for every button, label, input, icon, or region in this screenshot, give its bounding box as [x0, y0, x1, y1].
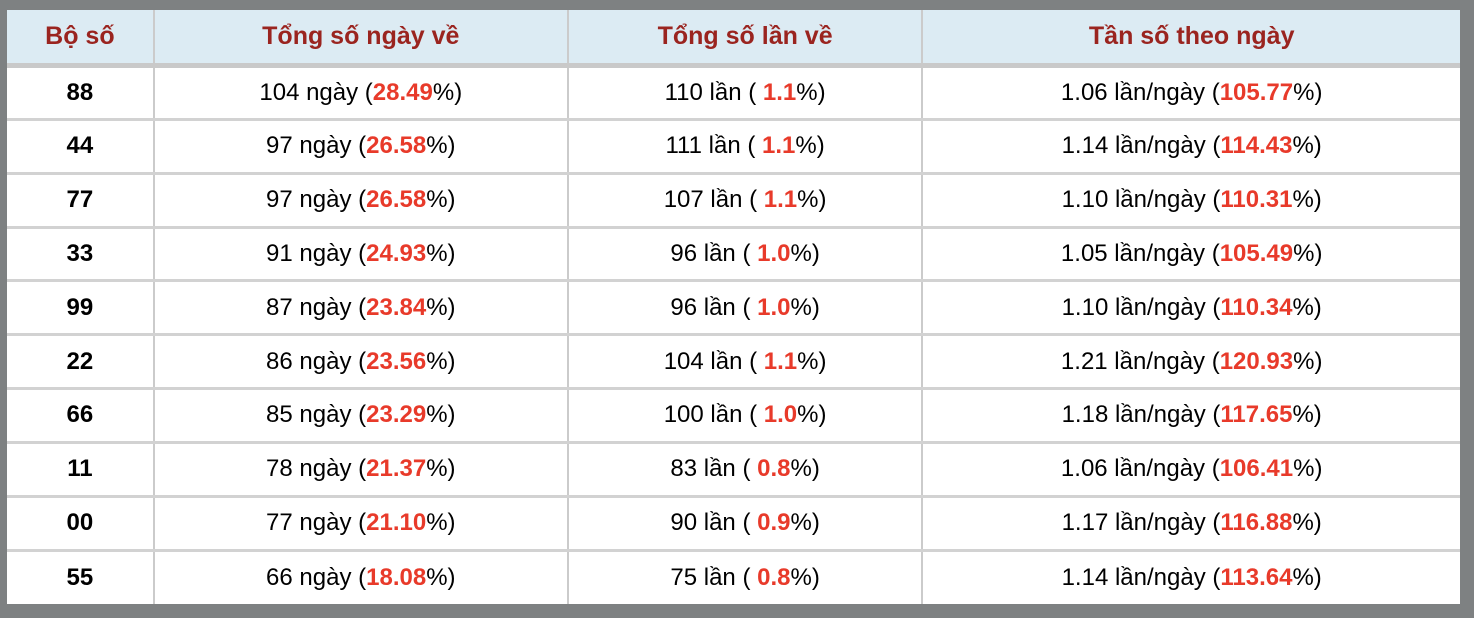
pair-cell: 99 [7, 279, 154, 335]
table-row: 88 104 ngày (28.49%) 110 lần ( 1.1%) 1.06 l… [7, 65, 1460, 120]
times-cell: 96 lần ( 1.0%) [566, 279, 923, 335]
pair-cell: 44 [7, 117, 154, 174]
days-cell: 97 ngày (26.58%) [152, 171, 568, 228]
freq-cell: 1.05 lần/ngày (105.49%) [921, 225, 1460, 281]
highlight-value: 26.58 [366, 132, 427, 160]
table-body: 88 104 ngày (28.49%) 110 lần ( 1.1%) 1.06 l… [7, 65, 1460, 604]
table-row: 22 86 ngày (23.56%) 104 lần ( 1.1%) 1.21 lầ… [7, 333, 1460, 389]
days-cell: 86 ngày (23.56%) [152, 333, 568, 389]
times-cell: 96 lần ( 1.0%) [566, 225, 923, 281]
pair-cell: 55 [7, 548, 154, 604]
pair-cell: 33 [7, 225, 154, 281]
highlight-value: 28.49 [372, 78, 433, 106]
days-cell: 77 ngày (21.10%) [152, 494, 568, 551]
highlight-value: 26.58 [366, 186, 427, 214]
highlight-value: 1.0 [763, 401, 798, 429]
header-tong-so-lan-ve: Tổng số lần về [566, 10, 923, 68]
times-cell: 104 lần ( 1.1%) [566, 333, 923, 389]
days-cell: 91 ngày (24.93%) [152, 225, 568, 281]
times-cell: 110 lần ( 1.1%) [566, 65, 923, 120]
highlight-value: 1.0 [757, 239, 791, 267]
table-row: 11 78 ngày (21.37%) 83 lần ( 0.8%) 1.06 lần… [7, 440, 1460, 497]
highlight-value: 23.84 [366, 293, 427, 321]
freq-cell: 1.18 lần/ngày (117.65%) [921, 387, 1460, 443]
times-cell: 111 lần ( 1.1%) [566, 117, 923, 174]
highlight-value: 105.49 [1219, 239, 1294, 267]
highlight-value: 114.43 [1220, 132, 1293, 160]
highlight-value: 1.0 [757, 293, 791, 321]
days-cell: 66 ngày (18.08%) [152, 548, 568, 604]
freq-cell: 1.06 lần/ngày (105.77%) [921, 65, 1460, 120]
times-cell: 107 lần ( 1.1%) [566, 171, 923, 228]
freq-cell: 1.14 lần/ngày (114.43%) [921, 117, 1460, 174]
freq-cell: 1.21 lần/ngày (120.93%) [921, 333, 1460, 389]
highlight-value: 113.64 [1220, 563, 1293, 591]
table-row: 55 66 ngày (18.08%) 75 lần ( 0.8%) 1.14 lần… [7, 548, 1460, 604]
header-tong-so-ngay-ve: Tổng số ngày về [152, 10, 568, 68]
highlight-value: 1.1 [762, 132, 796, 160]
highlight-value: 18.08 [366, 563, 427, 591]
highlight-value: 23.29 [366, 401, 427, 429]
pair-cell: 11 [7, 440, 154, 497]
table-row: 77 97 ngày (26.58%) 107 lần ( 1.1%) 1.10 lầ… [7, 171, 1460, 228]
highlight-value: 120.93 [1219, 347, 1294, 375]
statistics-table: Bộ số Tổng số ngày về Tổng số lần về Tần… [7, 10, 1460, 604]
pair-cell: 00 [7, 494, 154, 551]
pair-cell: 22 [7, 333, 154, 389]
highlight-value: 110.31 [1220, 186, 1293, 214]
pair-cell: 77 [7, 171, 154, 228]
header-row: Bộ số Tổng số ngày về Tổng số lần về Tần… [7, 10, 1460, 68]
pair-cell: 66 [7, 387, 154, 443]
highlight-value: 110.34 [1220, 293, 1293, 321]
highlight-value: 0.8 [757, 563, 791, 591]
highlight-value: 117.65 [1220, 401, 1293, 429]
freq-cell: 1.06 lần/ngày (106.41%) [921, 440, 1460, 497]
highlight-value: 116.88 [1220, 509, 1293, 537]
highlight-value: 21.10 [366, 509, 427, 537]
highlight-value: 1.1 [763, 186, 798, 214]
table-header: Bộ số Tổng số ngày về Tổng số lần về Tần… [7, 10, 1460, 68]
pair-cell: 88 [66, 78, 94, 106]
highlight-value: 23.56 [366, 347, 427, 375]
freq-cell: 1.14 lần/ngày (113.64%) [921, 548, 1460, 604]
freq-cell: 1.10 lần/ngày (110.31%) [921, 171, 1460, 228]
days-cell: 78 ngày (21.37%) [152, 440, 568, 497]
header-bo-so: Bộ số [7, 10, 154, 68]
table-row: 66 85 ngày (23.29%) 100 lần ( 1.0%) 1.18 lầ… [7, 387, 1460, 443]
table-row: 99 87 ngày (23.84%) 96 lần ( 1.0%) 1.10 lần… [7, 279, 1460, 335]
highlight-value: 105.77 [1219, 78, 1294, 106]
highlight-value: 21.37 [366, 455, 427, 483]
highlight-value: 0.9 [757, 509, 791, 537]
highlight-value: 0.8 [757, 455, 791, 483]
highlight-value: 24.93 [366, 239, 427, 267]
times-cell: 75 lần ( 0.8%) [566, 548, 923, 604]
table-row: 33 91 ngày (24.93%) 96 lần ( 1.0%) 1.05 lần… [7, 225, 1460, 281]
days-cell: 85 ngày (23.29%) [152, 387, 568, 443]
days-cell: 87 ngày (23.84%) [152, 279, 568, 335]
days-cell: 104 ngày (28.49%) [152, 65, 568, 120]
freq-cell: 1.17 lần/ngày (116.88%) [921, 494, 1460, 551]
highlight-value: 1.1 [762, 78, 797, 106]
highlight-value: 1.1 [763, 347, 798, 375]
highlight-value: 106.41 [1219, 455, 1294, 483]
table-row: 44 97 ngày (26.58%) 111 lần ( 1.1%) 1.14 lầ… [7, 117, 1460, 174]
times-cell: 100 lần ( 1.0%) [566, 387, 923, 443]
freq-cell: 1.10 lần/ngày (110.34%) [921, 279, 1460, 335]
times-cell: 83 lần ( 0.8%) [566, 440, 923, 497]
times-cell: 90 lần ( 0.9%) [566, 494, 923, 551]
header-tan-so-theo-ngay: Tần số theo ngày [921, 10, 1460, 68]
table-row: 00 77 ngày (21.10%) 90 lần ( 0.9%) 1.17 lần… [7, 494, 1460, 551]
days-cell: 97 ngày (26.58%) [152, 117, 568, 174]
